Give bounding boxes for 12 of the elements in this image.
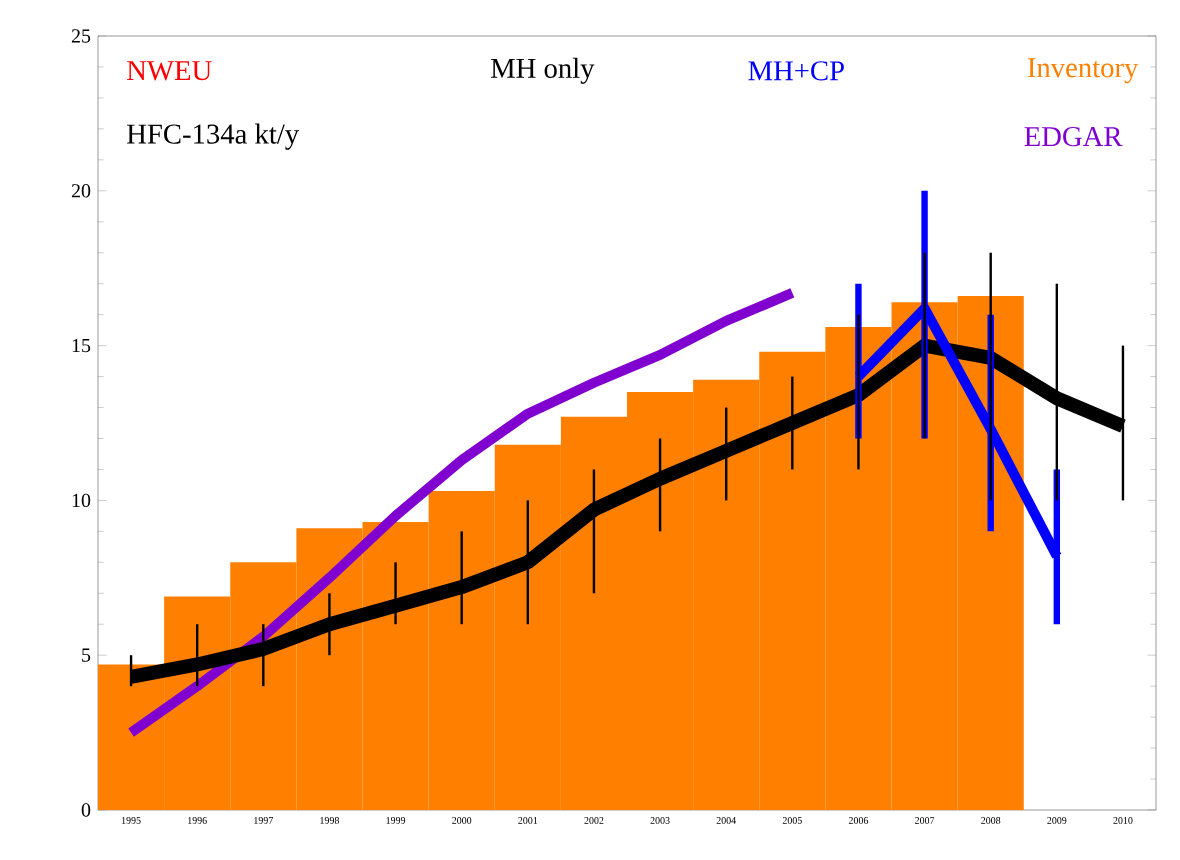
text: EDGAR xyxy=(1024,126,1123,147)
annotation: HFC-134a kt/y xyxy=(127,123,300,150)
y-tick-label: 10 xyxy=(72,493,91,508)
y-tick-label: 5 xyxy=(82,648,91,662)
y-tick-label: 25 xyxy=(71,29,91,43)
text: MH only xyxy=(490,57,595,84)
y-tick-label: 15 xyxy=(72,338,91,353)
text: MH+CP xyxy=(748,61,844,81)
annotation: NWEU xyxy=(127,61,212,81)
y-tick-label: 20 xyxy=(71,184,91,198)
text: Inventory xyxy=(1027,58,1139,84)
y-tick-label: 0 xyxy=(81,803,91,817)
